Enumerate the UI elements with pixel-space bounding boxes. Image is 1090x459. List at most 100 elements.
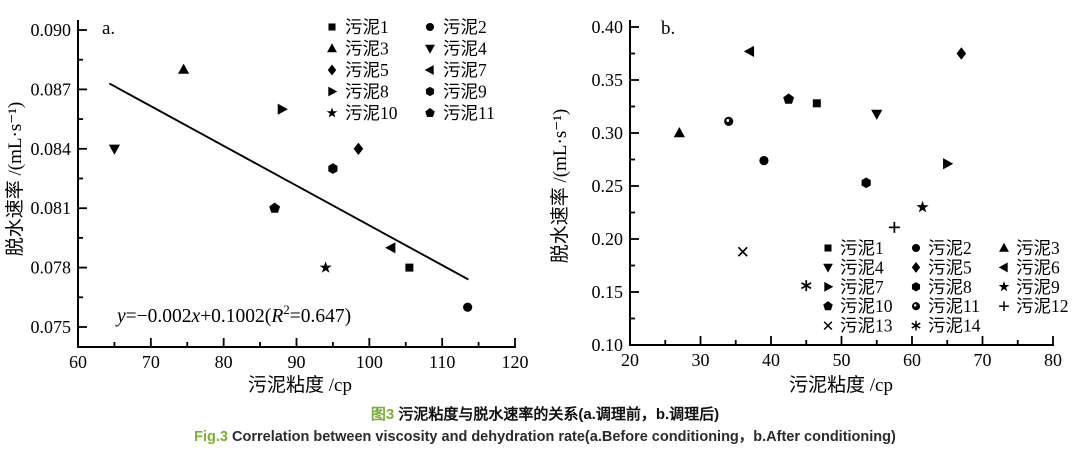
marker-triangle-right	[277, 103, 288, 115]
marker-triangle-down	[108, 144, 121, 155]
legend-item: 污泥7	[424, 60, 487, 80]
marker-diamond	[956, 47, 967, 60]
series-污泥5	[956, 47, 967, 60]
x-tick-label: 80	[215, 352, 233, 372]
series-污泥11	[269, 202, 281, 213]
marker-hexagon	[425, 86, 435, 97]
marker-circle	[425, 22, 435, 32]
x-tick-label: 20	[621, 350, 639, 370]
caption-chinese: 图3 污泥粘度与脱水速率的关系(a.调理前，b.调理后)	[0, 404, 1090, 426]
legend-label: 污泥14	[928, 316, 981, 336]
legend-label: 污泥9	[1016, 277, 1060, 297]
legend-label: 污泥4	[443, 39, 487, 59]
regression-line	[108, 82, 469, 281]
legend-label: 污泥13	[840, 316, 893, 336]
y-tick-label: 0.25	[592, 176, 624, 196]
legend-label: 污泥7	[840, 277, 884, 297]
legend-item: 污泥10	[823, 296, 893, 316]
marker-star	[998, 281, 1010, 292]
legend-item: 污泥11	[911, 296, 980, 316]
axis-titles: 污泥粘度 /cp 脱水速率 /(mL·s⁻¹)	[4, 102, 352, 396]
marker-star	[916, 200, 929, 213]
marker-square	[328, 23, 336, 31]
y-tick-label: 0.40	[592, 17, 624, 37]
y-tick-label: 0.090	[31, 20, 72, 40]
x-tick-label: 70	[974, 350, 992, 370]
marker-square	[824, 244, 832, 252]
marker-circle-dot	[911, 302, 921, 311]
marker-hexagon	[328, 163, 338, 174]
x-tick-label: 80	[1044, 350, 1062, 370]
series-污泥3	[178, 63, 190, 74]
series-污泥2	[463, 302, 473, 312]
series-污泥12	[888, 221, 900, 233]
y-tick-label: 0.087	[31, 79, 72, 99]
marker-triangle-right	[328, 86, 338, 97]
marker-circle	[759, 155, 769, 166]
marker-triangle-down	[871, 109, 883, 120]
legend-label: 污泥7	[443, 60, 487, 80]
marker-diamond	[353, 142, 364, 155]
tick-labels: 20 30 40 50 60 70 80 0.10 0.15 0.20 0.25 0.30 0.35 0.…	[592, 17, 1063, 370]
series-污泥8	[277, 103, 288, 115]
series-污泥9	[916, 200, 929, 213]
series-污泥7	[943, 158, 954, 170]
marker-triangle-right	[943, 158, 954, 170]
x-tick-label: 70	[142, 352, 160, 372]
y-tick-label: 0.078	[31, 258, 72, 278]
marker-triangle-down	[425, 44, 435, 54]
legend-label: 污泥5	[345, 60, 389, 80]
legend-label: 污泥12	[1016, 296, 1069, 316]
legend-label: 污泥8	[928, 277, 972, 297]
marker-triangle-left	[998, 262, 1008, 273]
panel-label: b.	[661, 18, 675, 39]
fit-equation: y=−0.002x+0.1002(R2=0.647)	[115, 302, 351, 327]
caption-en-figlabel: Fig.3	[194, 429, 228, 445]
legend-label: 污泥1	[840, 238, 884, 258]
series-污泥6	[743, 45, 755, 57]
legend-label: 污泥5	[928, 257, 972, 277]
y-axis-title: 脱水速率 /(mL·s⁻¹)	[549, 109, 571, 264]
y-tick-label: 0.075	[31, 317, 72, 337]
legend-item: 污泥8	[328, 82, 389, 102]
x-tick-label: 100	[356, 352, 383, 372]
tick-labels: 60 70 80 90 100 110 120 0.075 0.078 0.081 0.084 0.0…	[31, 20, 529, 372]
caption-zh-text: 污泥粘度与脱水速率的关系(a.调理前，b.调理后)	[394, 406, 720, 423]
x-tick-label: 120	[502, 352, 529, 372]
legend-label: 污泥6	[1016, 257, 1060, 277]
x-axis-title: 污泥粘度 /cp	[789, 374, 893, 396]
marker-star	[326, 107, 338, 118]
legend-item: 污泥11	[425, 103, 495, 123]
legend-item: 污泥5	[327, 60, 389, 80]
series-污泥9	[328, 163, 338, 174]
series-污泥10	[319, 261, 332, 273]
marker-pentagon	[783, 93, 795, 104]
marker-circle	[463, 302, 473, 312]
legend-label: 污泥3	[1016, 238, 1060, 258]
y-tick-label: 0.20	[592, 229, 624, 249]
x-tick-label: 60	[69, 352, 87, 372]
panel-label: a.	[102, 18, 115, 39]
legend: 污泥1 污泥2 污泥3 污泥4 污泥5 污泥7 污泥8 污泥9 污泥10 污泥11	[326, 17, 495, 123]
y-tick-label: 0.081	[31, 198, 72, 218]
scatter-plot-a: 60 70 80 90 100 110 120 0.075 0.078 0.081 0.084 0.0…	[4, 17, 529, 396]
caption-zh-figlabel: 图3	[370, 406, 395, 423]
caption-en-text: Correlation between viscosity and dehydr…	[227, 429, 896, 445]
legend-label: 污泥11	[928, 296, 980, 316]
marker-square	[812, 99, 821, 108]
legend-item: 污泥9	[425, 82, 487, 102]
legend-item: 污泥8	[911, 277, 972, 297]
marker-plus	[999, 301, 1009, 312]
legend-item: 污泥6	[998, 257, 1060, 277]
marker-circle-dot	[724, 116, 734, 126]
y-tick-label: 0.15	[592, 282, 624, 302]
marker-hexagon	[911, 282, 921, 292]
marker-circle	[911, 243, 921, 253]
chart-panels: 60 70 80 90 100 110 120 0.075 0.078 0.081 0.084 0.0…	[4, 17, 1069, 396]
marker-triangle-left	[743, 45, 755, 57]
marker-pentagon	[269, 202, 281, 213]
legend-label: 污泥11	[443, 103, 495, 123]
legend-item: 污泥1	[824, 238, 884, 258]
marker-square	[405, 263, 414, 272]
legend-label: 污泥8	[345, 82, 389, 102]
